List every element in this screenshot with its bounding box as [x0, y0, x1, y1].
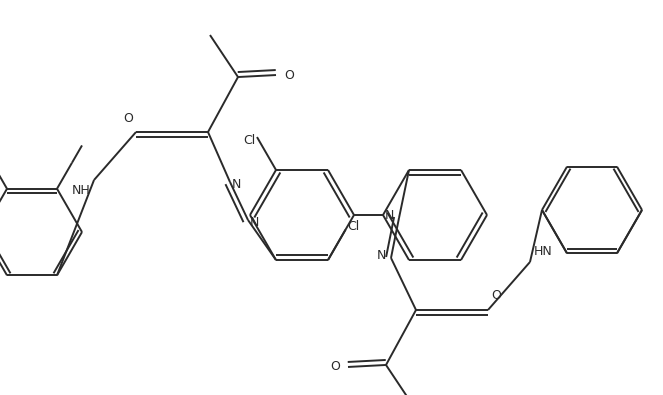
Text: N: N — [250, 216, 259, 229]
Text: O: O — [491, 290, 501, 303]
Text: O: O — [330, 361, 340, 373]
Text: NH: NH — [71, 184, 90, 197]
Text: O: O — [123, 111, 133, 124]
Text: O: O — [284, 69, 294, 81]
Text: HN: HN — [534, 245, 553, 258]
Text: N: N — [385, 209, 394, 222]
Text: Cl: Cl — [347, 220, 360, 233]
Text: N: N — [232, 177, 241, 190]
Text: Cl: Cl — [243, 134, 255, 147]
Text: N: N — [377, 250, 386, 262]
